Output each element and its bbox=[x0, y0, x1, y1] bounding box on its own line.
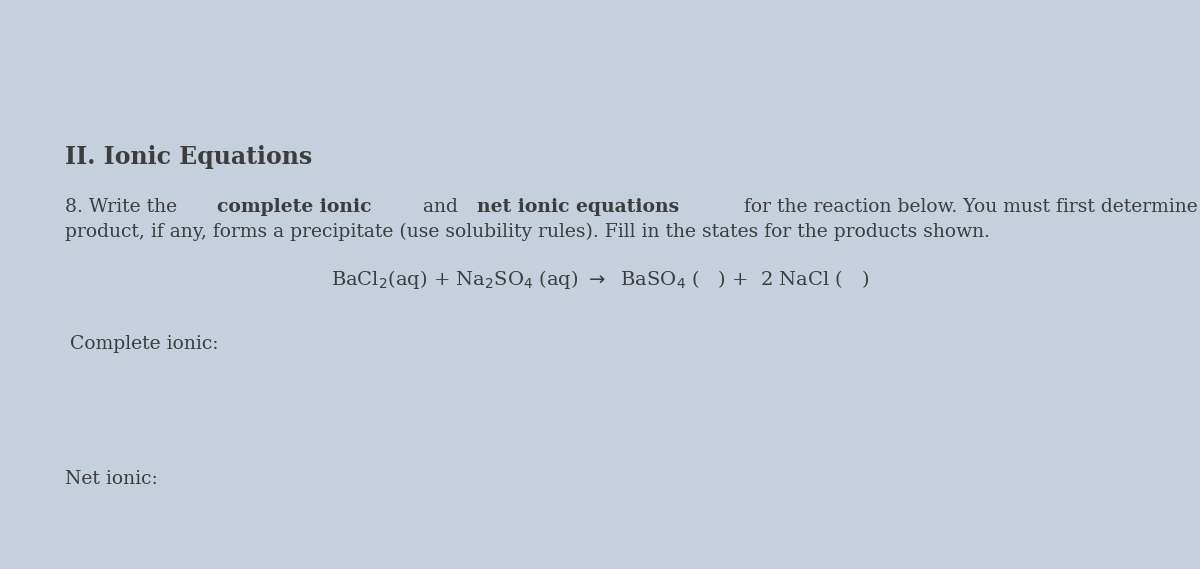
Text: 8. Write the: 8. Write the bbox=[65, 198, 184, 216]
Text: for the reaction below. You must first determine which: for the reaction below. You must first d… bbox=[738, 198, 1200, 216]
Text: and: and bbox=[416, 198, 463, 216]
Text: product, if any, forms a precipitate (use solubility rules). Fill in the states : product, if any, forms a precipitate (us… bbox=[65, 223, 990, 241]
Text: net ionic equations: net ionic equations bbox=[478, 198, 679, 216]
Text: complete ionic: complete ionic bbox=[217, 198, 372, 216]
Text: II. Ionic Equations: II. Ionic Equations bbox=[65, 145, 312, 169]
Text: Complete ionic:: Complete ionic: bbox=[70, 335, 218, 353]
Text: Net ionic:: Net ionic: bbox=[65, 470, 157, 488]
Text: BaCl$_2$(aq) + Na$_2$SO$_4$ (aq) $\rightarrow$  BaSO$_4$ (   ) +  2 NaCl (   ): BaCl$_2$(aq) + Na$_2$SO$_4$ (aq) $\right… bbox=[331, 268, 869, 291]
